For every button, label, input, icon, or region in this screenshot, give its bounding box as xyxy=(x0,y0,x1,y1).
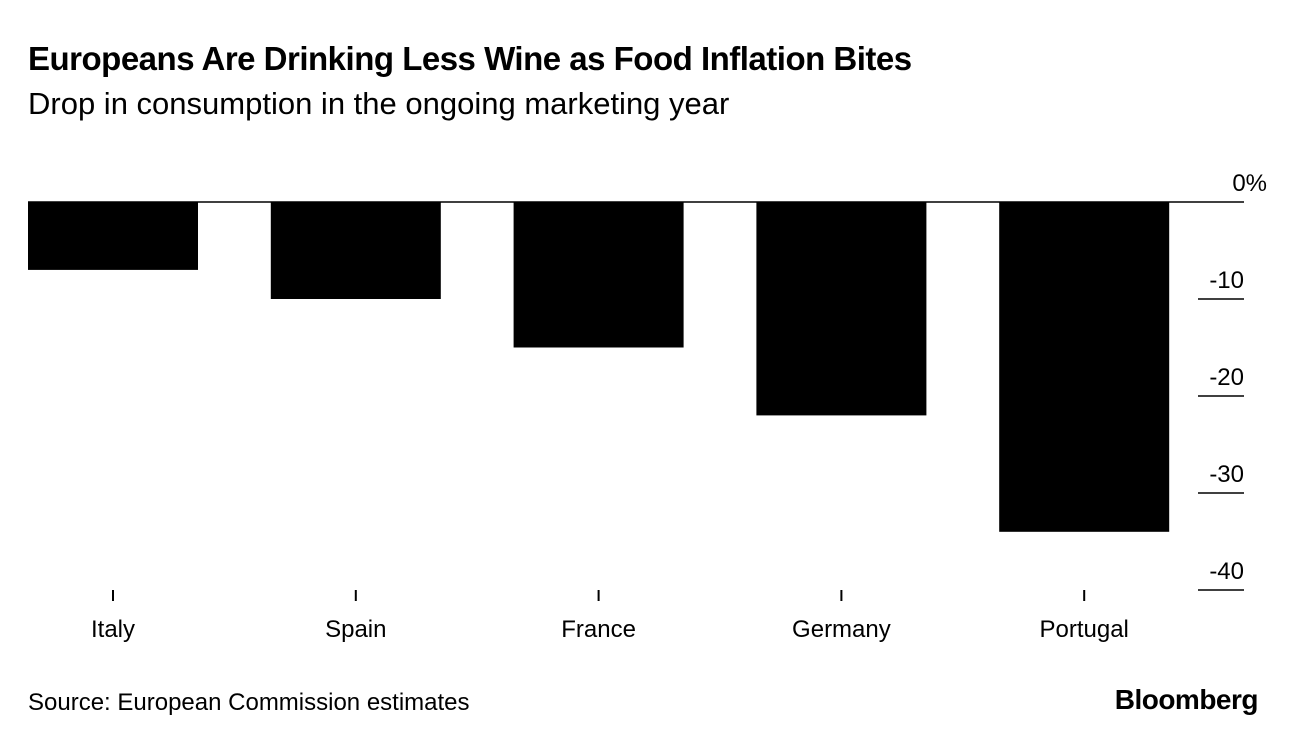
y-tick-label: -20 xyxy=(1209,364,1244,391)
bar-germany xyxy=(756,202,927,416)
x-label-spain: Spain xyxy=(325,616,386,643)
y-tick-label: -30 xyxy=(1209,461,1244,488)
bar-spain xyxy=(270,202,441,299)
bar-italy xyxy=(28,202,198,270)
source-note: Source: European Commission estimates xyxy=(28,689,470,716)
bar-chart: 0% -10 -20 -30 -40 Italy Spain France Germany Po… xyxy=(28,170,1267,643)
x-axis: Italy Spain France Germany Portugal xyxy=(91,590,1129,643)
chart-title: Europeans Are Drinking Less Wine as Food… xyxy=(28,40,912,77)
x-label-france: France xyxy=(561,616,636,643)
bloomberg-logo: Bloomberg xyxy=(1114,684,1259,715)
x-label-portugal: Portugal xyxy=(1040,616,1129,643)
bar-portugal xyxy=(999,202,1170,532)
bars-group xyxy=(28,201,1244,532)
chart-subtitle: Drop in consumption in the ongoing marke… xyxy=(28,86,730,121)
x-label-germany: Germany xyxy=(792,616,891,643)
x-label-italy: Italy xyxy=(91,616,135,643)
y-tick-label: -10 xyxy=(1209,267,1244,294)
y-tick-label: 0% xyxy=(1232,170,1267,197)
y-axis: 0% -10 -20 -30 -40 xyxy=(1198,170,1267,591)
y-tick-label: -40 xyxy=(1209,558,1244,585)
bar-france xyxy=(513,202,684,348)
